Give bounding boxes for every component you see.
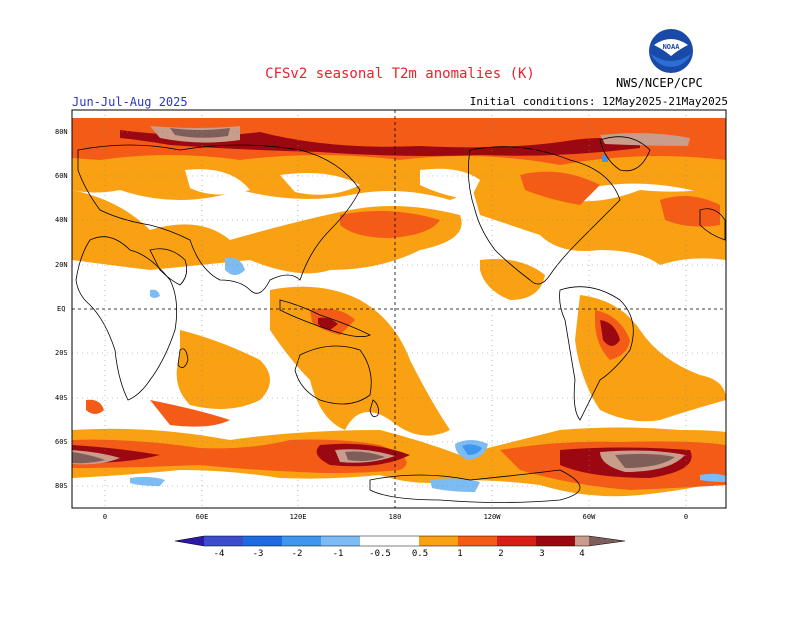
lat-label: 20S bbox=[55, 349, 68, 357]
colorbar-tick: -1 bbox=[333, 549, 344, 559]
colorbar-tick: 3 bbox=[539, 549, 544, 559]
initial-conditions: Initial conditions: 12May2025-21May2025 bbox=[469, 95, 728, 108]
colorbar-tick: 4 bbox=[579, 549, 584, 559]
lat-label: 80N bbox=[55, 128, 68, 136]
colorbar-segment bbox=[458, 536, 497, 546]
lat-label: 20N bbox=[55, 261, 68, 269]
colorbar-segment bbox=[419, 536, 458, 546]
colorbar-tick: 0.5 bbox=[412, 549, 428, 559]
longitude-labels: 0 60E 120E 180 120W 60W 0 bbox=[103, 513, 688, 521]
colorbar-segment bbox=[282, 536, 321, 546]
lon-label: 60W bbox=[583, 513, 596, 521]
lon-label: 180 bbox=[389, 513, 402, 521]
lon-label: 120E bbox=[290, 513, 307, 521]
colorbar-ticks: -4 -3 -2 -1 -0.5 0.5 1 2 3 4 bbox=[214, 549, 585, 559]
colorbar-segment bbox=[536, 536, 575, 546]
colorbar-tick: 2 bbox=[498, 549, 503, 559]
map-title: CFSv2 seasonal T2m anomalies (K) bbox=[265, 66, 535, 82]
lon-label: 120W bbox=[484, 513, 502, 521]
colorbar-segment bbox=[321, 536, 360, 546]
lat-label: 80S bbox=[55, 482, 68, 490]
lat-label: 40S bbox=[55, 394, 68, 402]
lat-label: 60N bbox=[55, 172, 68, 180]
colorbar-segment bbox=[175, 536, 204, 546]
lat-label: 40N bbox=[55, 216, 68, 224]
colorbar-segment bbox=[204, 536, 243, 546]
colorbar-segment bbox=[497, 536, 536, 546]
organization-label: NWS/NCEP/CPC bbox=[616, 76, 703, 90]
colorbar-segment bbox=[399, 536, 438, 546]
colorbar-segment bbox=[575, 536, 589, 546]
colorbar-tick: -4 bbox=[214, 549, 225, 559]
lon-label: 60E bbox=[196, 513, 209, 521]
lon-label: 0 bbox=[103, 513, 107, 521]
latitude-labels: 80N 60N 40N 20N EQ 20S 40S 60S 80S bbox=[55, 128, 68, 490]
equator-dateline bbox=[72, 110, 726, 508]
colorbar-segment bbox=[360, 536, 399, 546]
anomaly-field bbox=[72, 110, 726, 508]
map-frame bbox=[71, 109, 727, 509]
colorbar bbox=[174, 535, 626, 547]
coastlines bbox=[75, 136, 726, 503]
forecast-period: Jun-Jul-Aug 2025 bbox=[72, 95, 188, 109]
colorbar-segment bbox=[589, 536, 625, 546]
colorbar-tick: 1 bbox=[457, 549, 462, 559]
colorbar-tick: -2 bbox=[292, 549, 303, 559]
lat-label: EQ bbox=[57, 305, 65, 313]
lat-label: 60S bbox=[55, 438, 68, 446]
colorbar-tick: -3 bbox=[253, 549, 264, 559]
colorbar-tick: -0.5 bbox=[369, 549, 391, 559]
colorbar-segment bbox=[243, 536, 282, 546]
logo-text: NOAA bbox=[663, 43, 681, 51]
noaa-logo-icon: NOAA bbox=[649, 29, 693, 73]
graticule bbox=[72, 110, 726, 508]
lon-label: 0 bbox=[684, 513, 688, 521]
